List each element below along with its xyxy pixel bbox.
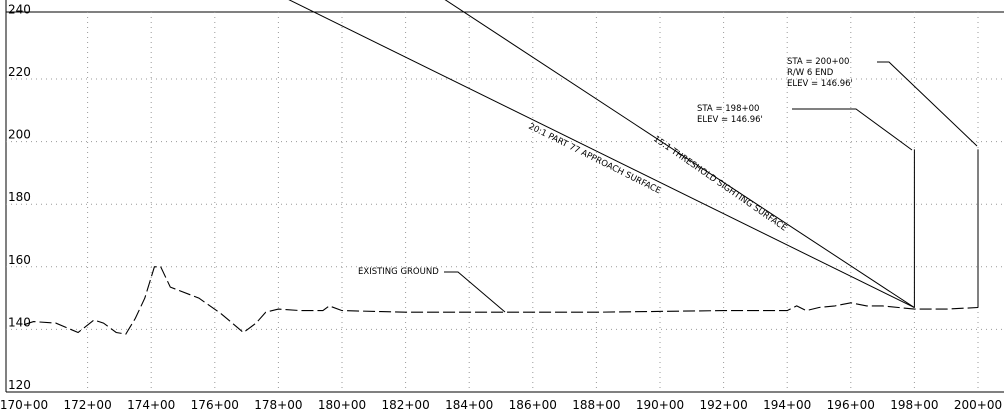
y-tick-label: 240 — [8, 2, 31, 16]
existing-ground-leader — [444, 271, 506, 313]
y-tick-label: 120 — [8, 378, 31, 392]
x-tick-label: 182+00 — [381, 398, 429, 412]
sta-198-elev-text: ELEV = 146.96' — [697, 115, 763, 125]
existing-ground-line — [23, 266, 979, 335]
threshold-surface-line — [444, 0, 915, 309]
threshold-surface-label: 15:1 THRESHOLD SIGHTING SURFACE — [651, 134, 788, 233]
plot-frame — [5, 0, 1004, 393]
station-verticals — [913, 149, 979, 308]
x-tick-label: 196+00 — [827, 398, 875, 412]
x-axis-tick-labels: 170+00 172+00 174+00 176+00 178+00 180+00 182+… — [0, 398, 1002, 412]
sta-200-elev-text: ELEV = 146.96' — [787, 79, 853, 89]
sta-200-rw-text: R/W 6 END — [787, 68, 834, 78]
sta-198-leader — [792, 108, 913, 151]
x-tick-label: 172+00 — [63, 398, 111, 412]
grid — [6, 12, 1004, 392]
x-tick-label: 176+00 — [191, 398, 239, 412]
x-tick-label: 170+00 — [0, 398, 48, 412]
existing-ground-label: EXISTING GROUND — [358, 267, 439, 277]
sta-200-leader — [877, 61, 978, 147]
x-tick-label: 174+00 — [127, 398, 175, 412]
x-tick-label: 178+00 — [254, 398, 302, 412]
y-tick-label: 200 — [8, 128, 31, 142]
x-tick-label: 190+00 — [636, 398, 684, 412]
sta-198-callout: STA = 198+00 ELEV = 146.96' — [697, 104, 913, 151]
x-tick-label: 188+00 — [572, 398, 620, 412]
x-tick-label: 184+00 — [445, 398, 493, 412]
sta-200-callout: STA = 200+00 R/W 6 END ELEV = 146.96' — [787, 57, 978, 147]
y-tick-label: 180 — [8, 190, 31, 204]
sta-198-station-text: STA = 198+00 — [697, 104, 759, 114]
x-tick-label: 186+00 — [509, 398, 557, 412]
profile-lines — [23, 0, 979, 335]
y-tick-label: 160 — [8, 253, 31, 267]
x-tick-label: 194+00 — [763, 398, 811, 412]
x-tick-label: 192+00 — [699, 398, 747, 412]
y-tick-label: 140 — [8, 315, 31, 329]
y-axis-tick-labels: 120 140 160 180 200 220 240 — [8, 2, 31, 392]
approach-surface-label: 20:1 PART 77 APPROACH SURFACE — [527, 122, 663, 197]
x-tick-label: 200+00 — [954, 398, 1002, 412]
x-tick-label: 180+00 — [318, 398, 366, 412]
approach-surface-line — [288, 0, 915, 309]
sta-200-station-text: STA = 200+00 — [787, 57, 849, 67]
x-tick-label: 198+00 — [890, 398, 938, 412]
y-tick-label: 220 — [8, 65, 31, 79]
